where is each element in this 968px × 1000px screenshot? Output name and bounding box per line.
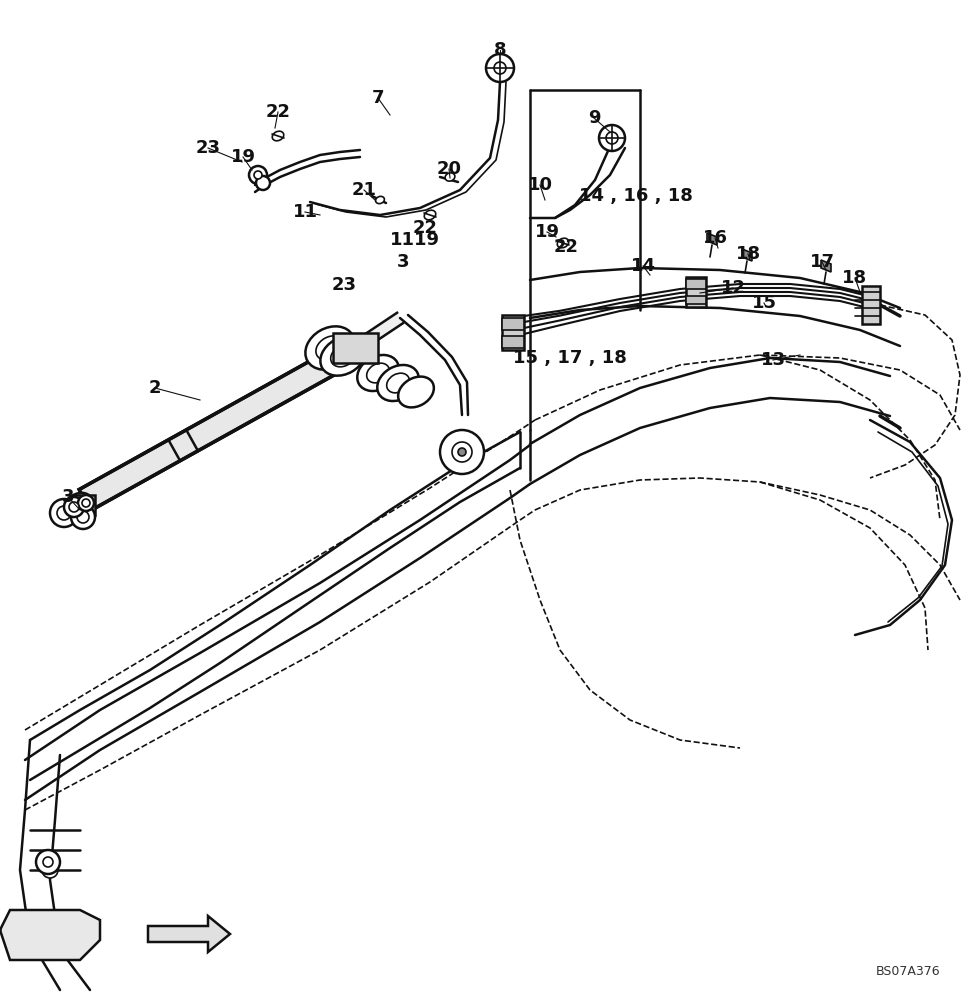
Polygon shape	[707, 233, 717, 245]
Bar	[70, 495, 95, 515]
Text: 13: 13	[761, 351, 785, 369]
Polygon shape	[148, 916, 230, 952]
Ellipse shape	[272, 131, 284, 141]
Polygon shape	[742, 249, 752, 261]
Text: 23: 23	[196, 139, 221, 157]
Text: 1119: 1119	[390, 231, 440, 249]
Circle shape	[82, 499, 90, 507]
Ellipse shape	[386, 373, 409, 393]
Circle shape	[47, 867, 53, 873]
Text: 22: 22	[554, 238, 579, 256]
Circle shape	[486, 54, 514, 82]
Circle shape	[606, 132, 618, 144]
Text: 15: 15	[751, 294, 776, 312]
Polygon shape	[337, 313, 403, 363]
Text: 14: 14	[630, 257, 655, 275]
Text: 2: 2	[149, 379, 162, 397]
Text: 15 , 17 , 18: 15 , 17 , 18	[513, 349, 627, 367]
Text: 18: 18	[736, 245, 761, 263]
Ellipse shape	[558, 238, 569, 248]
Bar	[686, 277, 706, 307]
Text: 7: 7	[372, 89, 384, 107]
Circle shape	[57, 506, 71, 520]
Circle shape	[69, 502, 79, 512]
Circle shape	[256, 176, 270, 190]
Circle shape	[77, 511, 89, 523]
Circle shape	[254, 171, 262, 179]
Text: 9: 9	[588, 109, 600, 127]
Text: 3: 3	[397, 253, 409, 271]
Text: 20: 20	[437, 160, 462, 178]
Polygon shape	[821, 260, 831, 272]
Text: 11: 11	[292, 203, 318, 221]
Bar	[502, 315, 524, 350]
Ellipse shape	[357, 355, 399, 391]
Text: 19: 19	[230, 148, 256, 166]
Ellipse shape	[376, 196, 384, 204]
Ellipse shape	[305, 326, 354, 370]
Ellipse shape	[398, 377, 434, 407]
Circle shape	[43, 857, 53, 867]
Text: 8: 8	[494, 41, 506, 59]
Text: 19: 19	[534, 223, 560, 241]
Circle shape	[599, 125, 625, 151]
Bar	[686, 296, 706, 304]
Text: 17: 17	[809, 253, 834, 271]
Text: 14 , 16 , 18: 14 , 16 , 18	[579, 187, 693, 205]
Text: 3: 3	[62, 488, 75, 506]
Text: 10: 10	[528, 176, 553, 194]
Circle shape	[42, 862, 58, 878]
Ellipse shape	[320, 336, 366, 376]
Text: 21: 21	[351, 181, 377, 199]
Circle shape	[36, 850, 60, 874]
Polygon shape	[79, 348, 346, 510]
Ellipse shape	[445, 173, 455, 181]
Circle shape	[458, 448, 466, 456]
Circle shape	[440, 430, 484, 474]
Bar	[502, 318, 524, 330]
Ellipse shape	[64, 493, 92, 517]
Circle shape	[452, 442, 472, 462]
Bar	[502, 336, 524, 348]
Circle shape	[71, 505, 95, 529]
Bar	[333, 333, 378, 363]
Text: 22: 22	[265, 103, 290, 121]
Circle shape	[78, 495, 94, 511]
Circle shape	[249, 166, 267, 184]
Ellipse shape	[424, 210, 436, 220]
Ellipse shape	[378, 365, 419, 401]
Text: 16: 16	[703, 229, 728, 247]
Bar	[686, 279, 706, 289]
Polygon shape	[0, 910, 100, 960]
Circle shape	[494, 62, 506, 74]
Text: 22: 22	[412, 219, 438, 237]
Text: 23: 23	[331, 276, 356, 294]
Text: BS07A376: BS07A376	[875, 965, 940, 978]
Text: 18: 18	[842, 269, 867, 287]
Text: 12: 12	[720, 279, 745, 297]
Ellipse shape	[331, 345, 355, 367]
Circle shape	[50, 499, 78, 527]
Ellipse shape	[316, 336, 344, 360]
Circle shape	[64, 497, 84, 517]
Ellipse shape	[367, 363, 389, 383]
Bar	[862, 286, 880, 324]
